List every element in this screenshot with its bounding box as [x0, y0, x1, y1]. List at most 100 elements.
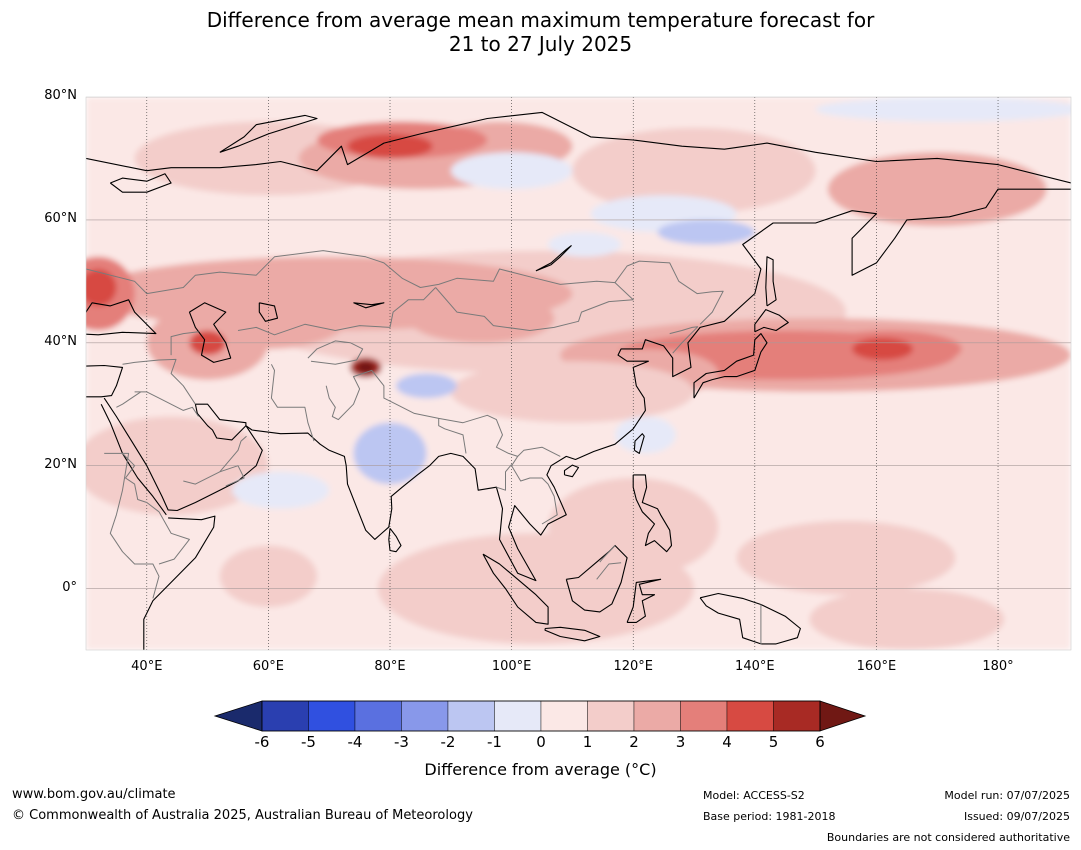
anomaly-patch-cool	[548, 232, 622, 257]
coastline	[86, 364, 124, 398]
anomaly-hotspot	[730, 349, 755, 362]
colorbar-extend-high	[819, 700, 867, 732]
longitude-tick-label: 60°E	[252, 659, 285, 674]
colorbar-segment	[447, 700, 495, 732]
country-border	[104, 452, 160, 599]
colorbar-title: Difference from average (°C)	[0, 760, 1081, 779]
country-border	[511, 456, 558, 525]
colorbar-tick-label: 6	[815, 733, 825, 751]
coastlines	[86, 111, 1071, 650]
chart-title: Difference from average mean maximum tem…	[0, 8, 1081, 56]
colorbar-tick-label: 5	[768, 733, 779, 751]
anomaly-patch-cool	[657, 219, 755, 245]
website-link[interactable]: www.bom.gov.au/climate	[12, 787, 176, 802]
copyright-text: © Commonwealth of Australia 2025, Austra…	[12, 808, 473, 823]
country-border	[219, 465, 245, 487]
country-border	[86, 250, 724, 325]
colorbar-tick-label: 2	[629, 733, 639, 751]
anomaly-patch	[219, 545, 317, 607]
coastline	[109, 173, 172, 193]
coastline	[626, 578, 662, 623]
anomaly-hotspot	[86, 269, 117, 306]
anomaly-patch	[450, 361, 694, 423]
latitude-tick-label: 20°N	[44, 456, 77, 472]
country-border	[158, 511, 190, 565]
country-border	[122, 358, 196, 405]
anomaly-hotspot	[356, 361, 375, 373]
colorbar-outline	[261, 700, 821, 732]
colorbar-segment	[726, 700, 774, 732]
anomaly-patch	[408, 293, 555, 343]
coastline	[219, 114, 318, 153]
coastline	[699, 592, 801, 645]
map-gridlines	[86, 97, 1071, 650]
boundaries-note: Boundaries are not considered authoritat…	[826, 831, 1070, 844]
coastline	[143, 515, 216, 650]
coastline	[765, 256, 777, 307]
country-border	[307, 340, 364, 365]
country-border	[134, 391, 199, 417]
country-border	[435, 282, 634, 331]
coastline	[563, 464, 580, 478]
longitude-tick-label: 140°E	[735, 659, 775, 674]
latitude-tick-label: 0°	[62, 579, 77, 595]
anomaly-patch-cool	[396, 373, 457, 399]
latitude-tick-label: 60°N	[44, 210, 77, 226]
issued-text: Issued: 09/07/2025	[963, 810, 1070, 823]
colorbar-tick-label: 4	[722, 733, 732, 751]
country-border	[237, 287, 436, 336]
coastline	[100, 403, 167, 516]
coastline	[754, 309, 789, 333]
map-frame	[85, 96, 1072, 651]
title-line-1: Difference from average mean maximum tem…	[206, 8, 875, 32]
coastline	[693, 333, 768, 399]
colorbar-tick-label: -6	[254, 733, 270, 751]
country-border	[270, 364, 315, 442]
colorbar-tick-label: -3	[394, 733, 409, 751]
colorbar	[213, 700, 867, 732]
longitude-tick-label: 120°E	[613, 659, 653, 674]
country-border	[438, 418, 467, 454]
longitude-tick-label: 100°E	[491, 659, 532, 674]
colorbar-tick-label: 0	[536, 733, 546, 751]
coastline	[188, 302, 232, 363]
anomaly-patch-cool	[232, 471, 330, 509]
anomaly-patch	[736, 520, 956, 595]
coastline	[544, 626, 601, 642]
colorbar-tick-label: -4	[347, 733, 363, 751]
title-line-2: 21 to 27 July 2025	[448, 32, 633, 56]
coastline	[86, 299, 157, 336]
colorbar-tick-label: 3	[675, 733, 686, 751]
coastline	[353, 302, 385, 309]
latitude-tick-label: 80°N	[44, 88, 77, 103]
colorbar-tick-label: -1	[487, 733, 502, 751]
anomaly-field	[86, 97, 1071, 650]
model-text: Model: ACCESS-S2	[703, 789, 805, 802]
colorbar-segment	[633, 700, 681, 732]
coastline	[388, 527, 402, 553]
colorbar-segment	[261, 700, 309, 732]
colorbar-segment	[587, 700, 635, 732]
longitude-tick-label: 40°E	[131, 659, 163, 674]
colorbar-tick-label: -5	[301, 733, 316, 751]
coastline	[103, 188, 1071, 582]
country-border	[496, 464, 512, 491]
country-border	[183, 435, 247, 485]
colorbar-segment	[540, 700, 588, 732]
colorbar-segment	[401, 700, 449, 732]
latitude-tick-label: 40°N	[44, 333, 77, 349]
coastline	[565, 544, 628, 613]
coastline	[633, 433, 645, 454]
colorbar-extend-low	[213, 700, 263, 732]
colorbar-title-text: Difference from average (°C)	[424, 760, 657, 779]
longitude-tick-label: 80°E	[374, 659, 406, 674]
country-border	[325, 369, 561, 457]
country-border	[122, 453, 160, 513]
colorbar-segment	[354, 700, 402, 732]
colorbar-segment	[680, 700, 728, 732]
coastline	[482, 553, 549, 625]
longitude-tick-label: 160°E	[856, 659, 897, 674]
colorbar-segment	[494, 700, 542, 732]
coastline	[632, 474, 673, 553]
